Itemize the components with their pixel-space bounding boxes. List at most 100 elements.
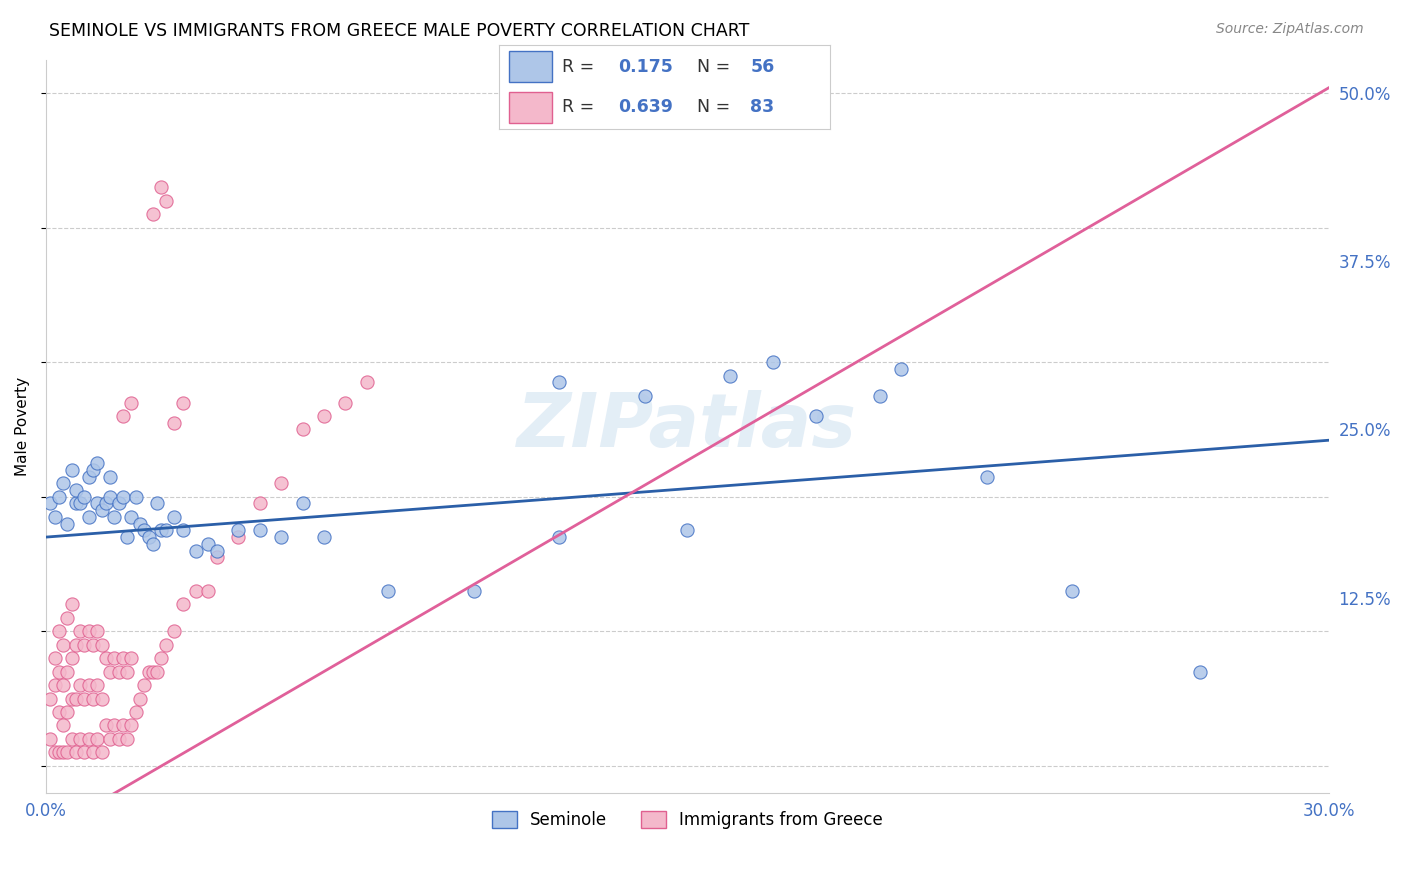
Point (90, 691, 112, 706)
Point (107, 496, 129, 510)
Text: SEMINOLE VS IMMIGRANTS FROM GREECE MALE POVERTY CORRELATION CHART: SEMINOLE VS IMMIGRANTS FROM GREECE MALE … (49, 22, 749, 40)
Point (146, 665, 169, 679)
Point (155, 524, 177, 538)
Text: N =: N = (697, 58, 737, 76)
Point (73, 638, 96, 652)
Point (291, 496, 314, 510)
Point (56, 611, 79, 625)
Point (1189, 665, 1212, 679)
Point (82, 691, 104, 706)
Point (44, 678, 66, 692)
Point (129, 691, 152, 706)
Point (197, 583, 219, 598)
Point (103, 510, 125, 524)
Point (890, 362, 912, 376)
Point (249, 496, 271, 510)
Point (134, 678, 156, 692)
Point (65, 483, 87, 497)
Point (65, 496, 87, 510)
Point (60, 651, 83, 665)
Point (56, 516, 79, 531)
Point (228, 524, 250, 538)
Point (150, 651, 173, 665)
Point (77, 624, 100, 639)
Point (52, 718, 75, 732)
Point (52, 638, 75, 652)
Point (184, 583, 207, 598)
Point (155, 638, 177, 652)
Point (633, 389, 655, 403)
Point (150, 524, 173, 538)
Point (111, 718, 134, 732)
Point (69, 731, 91, 746)
Point (86, 496, 108, 510)
Point (107, 731, 129, 746)
Point (270, 476, 292, 491)
Point (98, 490, 121, 504)
Point (111, 409, 134, 423)
Point (39, 691, 62, 706)
Point (98, 731, 121, 746)
Point (134, 524, 156, 538)
Point (676, 524, 699, 538)
Point (138, 665, 160, 679)
Point (48, 705, 70, 719)
Point (291, 422, 314, 436)
Bar (509, 92, 553, 122)
Point (82, 638, 104, 652)
Point (150, 180, 173, 194)
Point (115, 530, 138, 544)
Text: 83: 83 (751, 98, 775, 116)
Point (107, 665, 129, 679)
Point (163, 510, 186, 524)
Point (60, 731, 83, 746)
Point (115, 665, 138, 679)
Point (94, 718, 117, 732)
Point (69, 496, 91, 510)
Point (82, 463, 104, 477)
Point (146, 496, 169, 510)
Bar (509, 52, 553, 82)
Point (548, 376, 571, 390)
Point (976, 469, 998, 483)
Point (65, 745, 87, 759)
Point (205, 543, 228, 558)
Point (82, 745, 104, 759)
Point (197, 537, 219, 551)
Point (73, 745, 96, 759)
Point (60, 463, 83, 477)
Text: R =: R = (562, 58, 599, 76)
Point (86, 624, 108, 639)
Point (60, 598, 83, 612)
Point (377, 583, 399, 598)
Point (73, 490, 96, 504)
Point (312, 530, 335, 544)
Point (48, 665, 70, 679)
Text: 0.639: 0.639 (619, 98, 673, 116)
Point (111, 490, 134, 504)
Point (56, 705, 79, 719)
Point (86, 731, 108, 746)
Legend: Seminole, Immigrants from Greece: Seminole, Immigrants from Greece (485, 804, 890, 836)
Point (111, 651, 134, 665)
Point (39, 731, 62, 746)
Point (44, 745, 66, 759)
Point (94, 651, 117, 665)
Point (125, 705, 148, 719)
Point (249, 524, 271, 538)
Point (52, 745, 75, 759)
Point (69, 678, 91, 692)
Point (48, 490, 70, 504)
Point (56, 745, 79, 759)
Point (356, 376, 378, 390)
Point (142, 537, 165, 551)
Point (65, 638, 87, 652)
Y-axis label: Male Poverty: Male Poverty (15, 376, 30, 475)
Point (103, 651, 125, 665)
Text: R =: R = (562, 98, 599, 116)
Point (52, 476, 75, 491)
Point (90, 745, 112, 759)
Text: 0.175: 0.175 (619, 58, 673, 76)
Point (129, 516, 152, 531)
Point (65, 691, 87, 706)
